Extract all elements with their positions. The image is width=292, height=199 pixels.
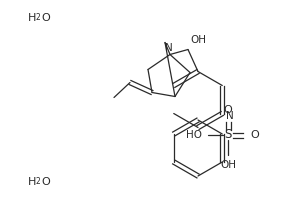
Text: OH: OH <box>220 160 236 170</box>
Text: O: O <box>41 13 50 23</box>
Text: O: O <box>41 177 50 187</box>
Text: OH: OH <box>190 34 206 45</box>
Text: O: O <box>251 130 259 140</box>
Text: 2: 2 <box>36 177 41 186</box>
Text: HO: HO <box>186 130 202 140</box>
Text: N: N <box>226 110 234 121</box>
Text: S: S <box>224 129 232 141</box>
Text: 2: 2 <box>36 13 41 22</box>
Text: H: H <box>28 177 36 187</box>
Text: N: N <box>165 43 173 53</box>
Text: H: H <box>28 13 36 23</box>
Text: O: O <box>224 105 232 115</box>
